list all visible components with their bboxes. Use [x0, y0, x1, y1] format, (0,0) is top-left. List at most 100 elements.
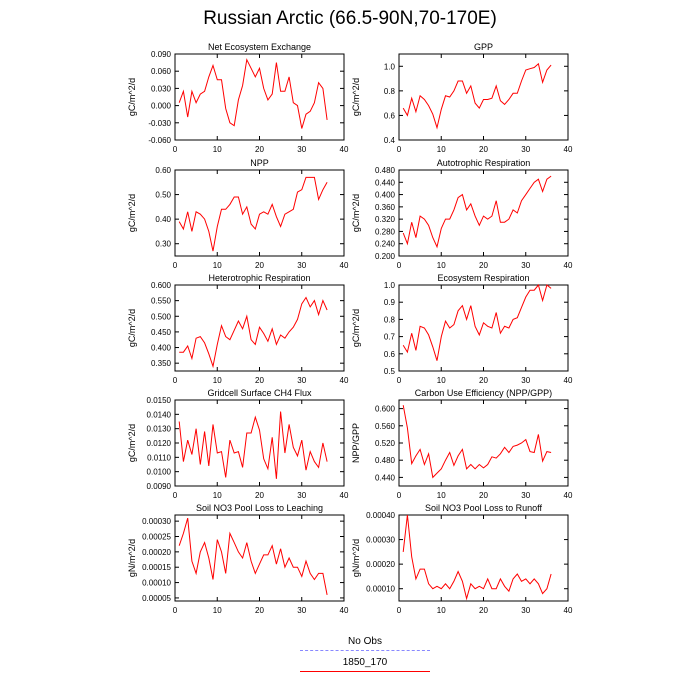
x-tick-label: 0	[397, 606, 402, 615]
x-tick-label: 30	[521, 376, 530, 385]
y-tick-label: 0.5	[384, 367, 396, 376]
y-tick-label: 0.400	[375, 191, 396, 200]
y-tick-label: 0.360	[375, 203, 396, 212]
x-tick-label: 30	[297, 376, 306, 385]
panel-title: Ecosystem Respiration	[437, 273, 529, 283]
panel-frame	[398, 169, 569, 257]
y-tick-label: 0.480	[375, 456, 396, 465]
x-tick-label: 20	[255, 145, 264, 154]
y-tick-label: 1.0	[384, 281, 396, 290]
x-tick-label: 10	[213, 606, 222, 615]
legend: No Obs 1850_170	[300, 636, 430, 678]
x-tick-label: 10	[437, 606, 446, 615]
y-tick-label: 0.30	[155, 240, 171, 249]
y-tick-label: 0.090	[151, 50, 172, 59]
panel-2: NPP gC/m^2/d 0 10 20 30 40 0.30 0.40 0.50 0.60	[127, 158, 349, 270]
y-tick-label: -0.030	[148, 119, 171, 128]
series-line	[402, 283, 552, 361]
y-tick-label: 0.030	[151, 84, 172, 93]
x-tick-label: 0	[397, 491, 402, 500]
y-tick-label: 0.500	[151, 312, 172, 321]
panel-0: Net Ecosystem Exchange gC/m^2/d 0 10 20 30 40 -…	[127, 42, 349, 154]
x-tick-label: 40	[340, 261, 349, 270]
x-tick-label: 10	[213, 491, 222, 500]
panel-title: Soil NO3 Pool Loss to Runoff	[425, 503, 542, 513]
y-axis-label: gC/m^2/d	[127, 309, 137, 347]
panel-title: Soil NO3 Pool Loss to Leaching	[196, 503, 323, 513]
x-tick-label: 30	[521, 606, 530, 615]
x-tick-label: 0	[173, 606, 178, 615]
panel-5: Ecosystem Respiration gC/m^2/d 0 10 20 30 40 0.…	[351, 273, 573, 385]
panel-7: Carbon Use Efficiency (NPP/GPP) NPP/GPP 0 1…	[351, 388, 573, 500]
y-tick-label: 0.00015	[142, 563, 171, 572]
y-tick-label: 0.200	[375, 252, 396, 261]
x-tick-label: 0	[397, 376, 402, 385]
panel-frame	[398, 399, 569, 487]
x-tick-label: 20	[479, 376, 488, 385]
x-tick-label: 0	[173, 376, 178, 385]
panel-title: NPP	[250, 158, 269, 168]
panel-4: Heterotrophic Respiration gC/m^2/d 0 10 20 30…	[127, 273, 349, 385]
y-tick-label: 0.0100	[147, 468, 172, 477]
series-line	[402, 175, 552, 249]
x-tick-label: 30	[297, 261, 306, 270]
y-tick-label: 0.0090	[147, 482, 172, 491]
x-tick-label: 40	[340, 376, 349, 385]
x-tick-label: 30	[297, 491, 306, 500]
y-tick-label: 0.320	[375, 215, 396, 224]
y-tick-label: 0.0120	[147, 439, 172, 448]
y-axis-label: gC/m^2/d	[127, 194, 137, 232]
y-tick-label: 1.0	[384, 62, 396, 71]
x-tick-label: 20	[255, 491, 264, 500]
y-tick-label: 0.00030	[366, 536, 395, 545]
x-tick-label: 30	[521, 491, 530, 500]
y-tick-label: 0.00005	[142, 594, 171, 603]
x-tick-label: 40	[564, 491, 573, 500]
y-axis-label: gN/m^2/d	[351, 539, 361, 577]
x-tick-label: 20	[479, 261, 488, 270]
y-tick-label: 0.00020	[142, 548, 171, 557]
x-tick-label: 20	[255, 606, 264, 615]
x-tick-label: 30	[297, 145, 306, 154]
panel-frame	[174, 514, 345, 602]
y-tick-label: 0.280	[375, 227, 396, 236]
y-tick-label: 0.00030	[142, 517, 171, 526]
panel-frame	[174, 53, 345, 141]
y-axis-label: gC/m^2/d	[351, 194, 361, 232]
x-tick-label: 0	[173, 261, 178, 270]
series-line	[179, 296, 328, 369]
x-tick-label: 20	[479, 606, 488, 615]
x-tick-label: 30	[521, 261, 530, 270]
y-tick-label: 0.0130	[147, 425, 172, 434]
x-tick-label: 10	[437, 261, 446, 270]
x-tick-label: 40	[564, 376, 573, 385]
series-line	[402, 405, 552, 479]
panel-8: Soil NO3 Pool Loss to Leaching gN/m^2/d 0 1…	[127, 503, 349, 615]
x-tick-label: 20	[479, 145, 488, 154]
y-tick-label: 0.8	[384, 87, 396, 96]
panel-frame	[398, 53, 569, 141]
y-tick-label: 0.7	[384, 333, 396, 342]
panel-1: GPP gC/m^2/d 0 10 20 30 40 0.4 0.6 0.8 1.0	[351, 42, 573, 154]
x-tick-label: 10	[213, 261, 222, 270]
y-tick-label: 0.440	[375, 473, 396, 482]
panel-3: Autotrophic Respiration gC/m^2/d 0 10 20 30 40…	[351, 158, 573, 270]
series-line	[178, 176, 328, 252]
y-tick-label: 0.560	[375, 422, 396, 431]
legend-label-no-obs: No Obs	[348, 636, 382, 647]
panel-9: Soil NO3 Pool Loss to Runoff gN/m^2/d 0 10 2…	[351, 503, 573, 615]
x-tick-label: 10	[437, 376, 446, 385]
x-tick-label: 30	[297, 606, 306, 615]
y-tick-label: 0.000	[151, 102, 172, 111]
y-tick-label: 0.00025	[142, 533, 171, 542]
y-tick-label: 0.60	[155, 166, 171, 175]
y-axis-label: NPP/GPP	[351, 423, 361, 463]
x-tick-label: 10	[437, 491, 446, 500]
y-tick-label: 0.0150	[147, 396, 172, 405]
panel-title: Net Ecosystem Exchange	[208, 42, 311, 52]
y-tick-label: 0.9	[384, 298, 396, 307]
y-axis-label: gC/m^2/d	[127, 78, 137, 116]
x-tick-label: 40	[340, 145, 349, 154]
y-tick-label: 0.40	[155, 215, 171, 224]
